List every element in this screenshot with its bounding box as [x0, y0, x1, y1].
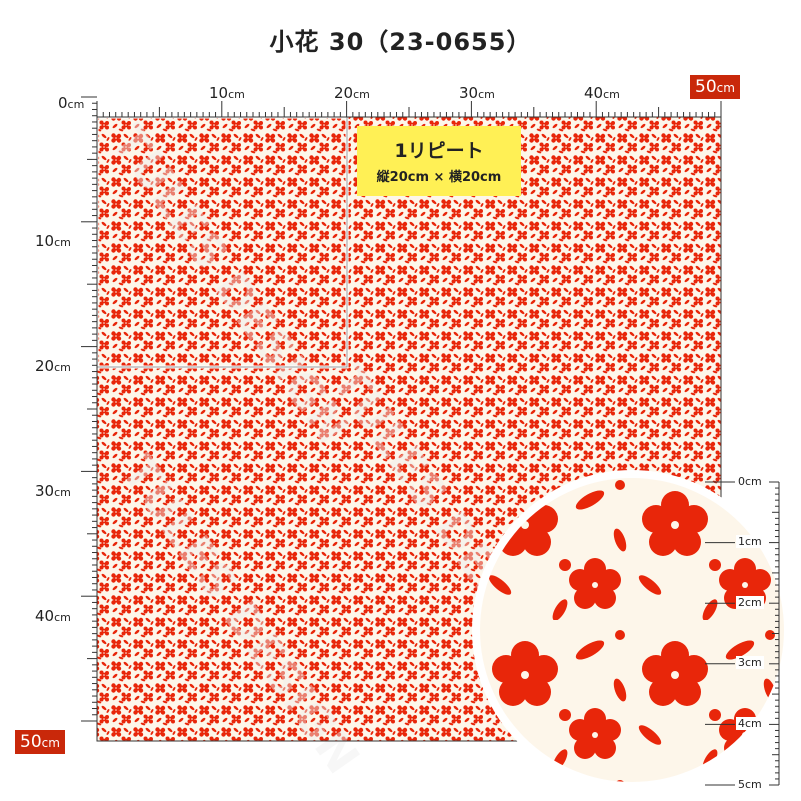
zoom-ruler-0: 0cm — [736, 475, 764, 488]
ruler-left-50: 50cm — [15, 730, 65, 754]
repeat-title: 1リピート — [394, 140, 484, 162]
ruler-left-10: 10cm — [35, 232, 71, 250]
repeat-label: 1リピート 縦20cm × 横20cm — [357, 126, 521, 196]
zoom-detail — [480, 478, 784, 782]
ruler-left-40: 40cm — [35, 607, 71, 625]
zoom-ruler-1: 1cm — [736, 535, 764, 548]
ruler-left-30: 30cm — [35, 482, 71, 500]
ruler-top-20: 20cm — [334, 84, 370, 102]
ruler-top-40: 40cm — [584, 84, 620, 102]
zoom-ruler-4: 4cm — [736, 717, 764, 730]
ruler-left-20: 20cm — [35, 357, 71, 375]
ruler-top-50: 50cm — [690, 75, 740, 99]
repeat-size: 縦20cm × 横20cm — [376, 170, 502, 185]
product-title: 小花 30（23-0655） — [269, 28, 532, 56]
ruler-top-10: 10cm — [209, 84, 245, 102]
zoom-ruler-3: 3cm — [736, 656, 764, 669]
ruler-top-30: 30cm — [459, 84, 495, 102]
zoom-ruler-2: 2cm — [736, 596, 764, 609]
ruler-top-0: 0cm — [58, 94, 85, 112]
zoom-ruler-5: 5cm — [736, 778, 764, 791]
